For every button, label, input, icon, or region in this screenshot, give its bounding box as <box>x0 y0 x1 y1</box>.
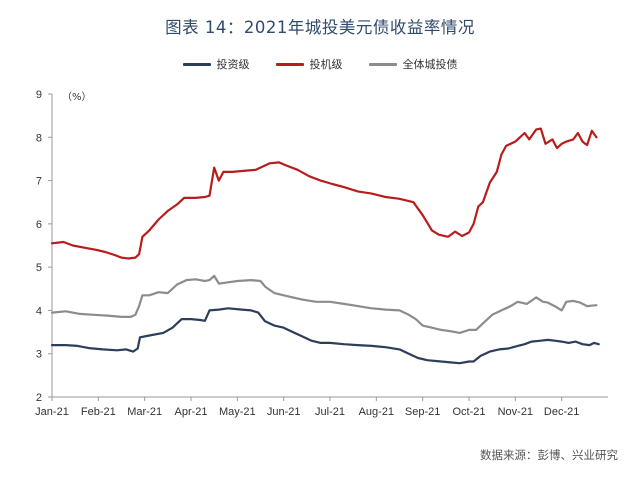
chart-legend: 投资级 投机级 全体城投债 <box>0 56 640 72</box>
legend-item-series-0: 投资级 <box>182 56 250 72</box>
x-tick-label: Aug-21 <box>359 406 394 418</box>
y-tick-label: 4 <box>36 305 42 317</box>
x-tick-label: Sep-21 <box>405 406 440 418</box>
x-tick-label: Dec-21 <box>544 406 579 418</box>
y-tick-label: 9 <box>36 89 42 101</box>
x-tick-label: Feb-21 <box>81 406 116 418</box>
y-axis-label: （%） <box>62 91 92 103</box>
y-tick-label: 3 <box>36 349 42 361</box>
x-tick-label: May-21 <box>219 406 256 418</box>
chart-title: 图表 14：2021年城投美元债收益率情况 <box>165 18 475 37</box>
x-tick-label: Jul-21 <box>315 406 345 418</box>
y-tick-label: 8 <box>36 132 42 144</box>
legend-label-series-2: 全体城投债 <box>402 58 458 71</box>
legend-item-series-2: 全体城投债 <box>368 56 458 72</box>
source-note: 数据来源：彭博、兴业研究 <box>480 448 618 462</box>
x-tick-label: Mar-21 <box>127 406 162 418</box>
series-line-0 <box>50 307 600 365</box>
axes: 2 3 4 5 6 7 8 9 （%） Jan-21 Feb-21 Mar-21 Apr-21 May-2… <box>35 89 608 418</box>
legend-label-series-0: 投资级 <box>216 58 250 71</box>
y-tick-label: 7 <box>36 176 42 188</box>
x-tick-label: Nov-21 <box>498 406 533 418</box>
legend-item-series-1: 投机级 <box>275 56 343 72</box>
y-tick-label: 6 <box>36 219 42 231</box>
legend-swatch-series-0 <box>182 62 211 66</box>
x-tick-label: Apr-21 <box>174 406 207 418</box>
y-tick-label: 2 <box>36 392 42 404</box>
legend-label-series-1: 投机级 <box>309 58 343 71</box>
y-tick-label: 5 <box>36 262 42 274</box>
series-lines <box>50 127 600 365</box>
series-line-2 <box>50 274 598 334</box>
x-tick-label: Jan-21 <box>35 406 69 418</box>
legend-swatch-series-1 <box>275 62 304 66</box>
x-tick-label: Jun-21 <box>267 406 301 418</box>
x-tick-label: Oct-21 <box>452 406 485 418</box>
legend-swatch-series-2 <box>368 62 397 66</box>
series-line-1 <box>50 127 598 260</box>
